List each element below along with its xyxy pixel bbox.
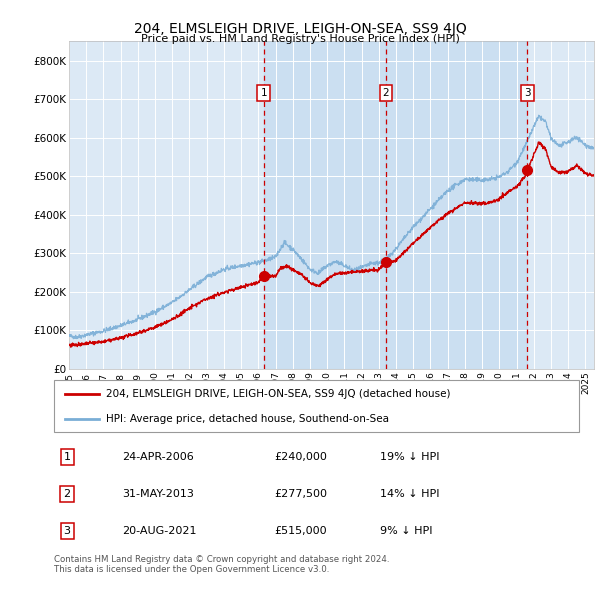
Text: 2: 2: [64, 489, 71, 499]
Text: Price paid vs. HM Land Registry's House Price Index (HPI): Price paid vs. HM Land Registry's House …: [140, 34, 460, 44]
Text: £277,500: £277,500: [275, 489, 328, 499]
Text: 3: 3: [64, 526, 71, 536]
Text: 31-MAY-2013: 31-MAY-2013: [122, 489, 194, 499]
Text: Contains HM Land Registry data © Crown copyright and database right 2024.
This d: Contains HM Land Registry data © Crown c…: [54, 555, 389, 574]
Text: 19% ↓ HPI: 19% ↓ HPI: [380, 453, 439, 463]
Text: 9% ↓ HPI: 9% ↓ HPI: [380, 526, 432, 536]
Text: 204, ELMSLEIGH DRIVE, LEIGH-ON-SEA, SS9 4JQ (detached house): 204, ELMSLEIGH DRIVE, LEIGH-ON-SEA, SS9 …: [107, 389, 451, 399]
Bar: [263, 41, 386, 369]
Text: £240,000: £240,000: [275, 453, 328, 463]
Text: HPI: Average price, detached house, Southend-on-Sea: HPI: Average price, detached house, Sout…: [107, 414, 389, 424]
Text: 14% ↓ HPI: 14% ↓ HPI: [380, 489, 439, 499]
Text: 2: 2: [383, 88, 389, 99]
Bar: [386, 41, 527, 369]
Text: 204, ELMSLEIGH DRIVE, LEIGH-ON-SEA, SS9 4JQ: 204, ELMSLEIGH DRIVE, LEIGH-ON-SEA, SS9 …: [134, 22, 466, 36]
Text: 24-APR-2006: 24-APR-2006: [122, 453, 194, 463]
Text: 3: 3: [524, 88, 530, 99]
Text: 20-AUG-2021: 20-AUG-2021: [122, 526, 197, 536]
Text: £515,000: £515,000: [275, 526, 327, 536]
Text: 1: 1: [260, 88, 267, 99]
Text: 1: 1: [64, 453, 71, 463]
FancyBboxPatch shape: [54, 380, 579, 432]
